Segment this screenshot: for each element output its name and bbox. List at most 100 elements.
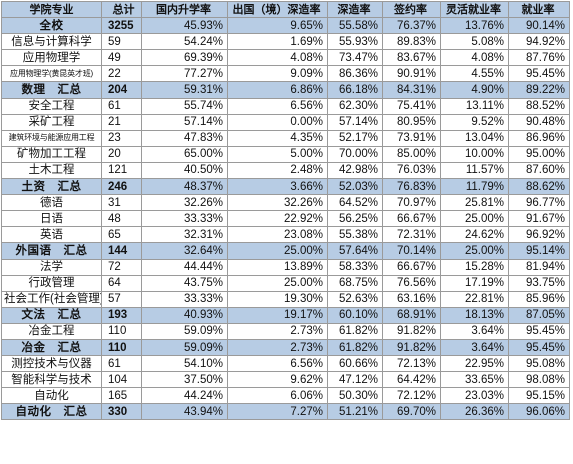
employment-rate-cell: 95.45% bbox=[508, 322, 570, 340]
employment-rate-cell: 95.08% bbox=[508, 355, 570, 373]
abroad-rate-cell: 6.06% bbox=[227, 387, 328, 405]
table-row: 建筑环境与能源应用工程 23 47.83% 4.35% 52.17% 73.91% 13.0… bbox=[1, 129, 570, 147]
employment-rate-cell: 95.45% bbox=[508, 338, 570, 357]
summary-row: 数理 汇总 204 59.31% 6.86% 66.18% 84.31% 4.90% 89.2… bbox=[1, 81, 570, 99]
abroad-rate-cell: 2.73% bbox=[227, 338, 328, 357]
domestic-rate-cell: 37.50% bbox=[141, 371, 228, 389]
major-name-cell: 法学 bbox=[1, 258, 102, 276]
domestic-rate-cell: 40.50% bbox=[141, 161, 228, 180]
further-study-rate-cell: 64.52% bbox=[327, 194, 383, 212]
major-name-cell: 建筑环境与能源应用工程 bbox=[1, 129, 102, 147]
signed-rate-cell: 91.82% bbox=[382, 338, 441, 357]
flexible-employment-rate-cell: 17.19% bbox=[440, 274, 509, 292]
major-name-cell: 采矿工程 bbox=[1, 113, 102, 131]
further-study-rate-cell: 60.10% bbox=[327, 306, 383, 324]
further-study-rate-cell: 52.17% bbox=[327, 129, 383, 147]
total-count-cell: 61 bbox=[101, 97, 142, 115]
summary-row: 冶金 汇总 110 59.09% 2.73% 61.82% 91.82% 3.64% 95.4… bbox=[1, 338, 570, 357]
employment-rate-cell: 96.92% bbox=[508, 226, 570, 244]
signed-rate-cell: 66.67% bbox=[382, 210, 441, 228]
further-study-rate-cell: 51.21% bbox=[327, 403, 383, 421]
further-study-rate-cell: 55.58% bbox=[327, 17, 383, 35]
major-name-cell: 信息与计算科学 bbox=[1, 33, 102, 51]
employment-rate-cell: 95.14% bbox=[508, 242, 570, 260]
signed-rate-cell: 90.91% bbox=[382, 65, 441, 83]
employment-rate-cell: 86.96% bbox=[508, 129, 570, 147]
domestic-rate-cell: 32.26% bbox=[141, 194, 228, 212]
abroad-rate-cell: 9.09% bbox=[227, 65, 328, 83]
header-flexible-employment-rate: 灵活就业率 bbox=[440, 0, 509, 19]
major-name-cell: 外国语 汇总 bbox=[1, 242, 102, 260]
flexible-employment-rate-cell: 9.52% bbox=[440, 113, 509, 131]
table-row: 日语 48 33.33% 22.92% 56.25% 66.67% 25.00% 91.67% bbox=[1, 210, 570, 228]
total-count-cell: 121 bbox=[101, 161, 142, 180]
further-study-rate-cell: 68.75% bbox=[327, 274, 383, 292]
domestic-rate-cell: 69.39% bbox=[141, 49, 228, 67]
domestic-rate-cell: 32.64% bbox=[141, 242, 228, 260]
further-study-rate-cell: 56.25% bbox=[327, 210, 383, 228]
table-row: 英语 65 32.31% 23.08% 55.38% 72.31% 24.62% 96.92% bbox=[1, 226, 570, 244]
employment-statistics-table: 学院专业 总计 国内升学率 出国（境）深造率 深造率 签约率 灵活就业率 就业率… bbox=[1, 0, 570, 421]
signed-rate-cell: 83.67% bbox=[382, 49, 441, 67]
signed-rate-cell: 89.83% bbox=[382, 33, 441, 51]
flexible-employment-rate-cell: 25.00% bbox=[440, 242, 509, 260]
total-count-cell: 21 bbox=[101, 113, 142, 131]
domestic-rate-cell: 48.37% bbox=[141, 178, 228, 196]
employment-rate-cell: 95.15% bbox=[508, 387, 570, 405]
employment-rate-cell: 91.67% bbox=[508, 210, 570, 228]
major-name-cell: 自动化 汇总 bbox=[1, 403, 102, 421]
flexible-employment-rate-cell: 3.64% bbox=[440, 338, 509, 357]
domestic-rate-cell: 40.93% bbox=[141, 306, 228, 324]
abroad-rate-cell: 5.00% bbox=[227, 145, 328, 163]
employment-rate-cell: 96.06% bbox=[508, 403, 570, 421]
major-name-cell: 数理 汇总 bbox=[1, 81, 102, 99]
employment-rate-cell: 81.94% bbox=[508, 258, 570, 276]
total-count-cell: 22 bbox=[101, 65, 142, 83]
table-row: 应用物理学(黄昆英才班) 22 77.27% 9.09% 86.36% 90.91% 4.5… bbox=[1, 65, 570, 83]
summary-row: 全校 3255 45.93% 9.65% 55.58% 76.37% 13.76% 90.14… bbox=[1, 17, 570, 35]
abroad-rate-cell: 2.48% bbox=[227, 161, 328, 180]
flexible-employment-rate-cell: 4.55% bbox=[440, 65, 509, 83]
domestic-rate-cell: 59.31% bbox=[141, 81, 228, 99]
summary-row: 文法 汇总 193 40.93% 19.17% 60.10% 68.91% 18.13% 87… bbox=[1, 306, 570, 324]
signed-rate-cell: 69.70% bbox=[382, 403, 441, 421]
table-row: 社会工作(社会管理) 57 33.33% 19.30% 52.63% 63.16% 22.8… bbox=[1, 290, 570, 308]
flexible-employment-rate-cell: 13.76% bbox=[440, 17, 509, 35]
signed-rate-cell: 76.56% bbox=[382, 274, 441, 292]
abroad-rate-cell: 32.26% bbox=[227, 194, 328, 212]
total-count-cell: 165 bbox=[101, 387, 142, 405]
abroad-rate-cell: 6.56% bbox=[227, 355, 328, 373]
employment-rate-cell: 93.75% bbox=[508, 274, 570, 292]
header-signed-rate: 签约率 bbox=[382, 0, 441, 19]
table-row: 智能科学与技术 104 37.50% 9.62% 47.12% 64.42% 33.65% 9… bbox=[1, 371, 570, 389]
abroad-rate-cell: 13.89% bbox=[227, 258, 328, 276]
domestic-rate-cell: 33.33% bbox=[141, 290, 228, 308]
major-name-cell: 英语 bbox=[1, 226, 102, 244]
signed-rate-cell: 70.14% bbox=[382, 242, 441, 260]
abroad-rate-cell: 6.56% bbox=[227, 97, 328, 115]
domestic-rate-cell: 33.33% bbox=[141, 210, 228, 228]
total-count-cell: 330 bbox=[101, 403, 142, 421]
further-study-rate-cell: 62.30% bbox=[327, 97, 383, 115]
domestic-rate-cell: 65.00% bbox=[141, 145, 228, 163]
total-count-cell: 72 bbox=[101, 258, 142, 276]
abroad-rate-cell: 1.69% bbox=[227, 33, 328, 51]
employment-rate-cell: 96.77% bbox=[508, 194, 570, 212]
signed-rate-cell: 85.00% bbox=[382, 145, 441, 163]
domestic-rate-cell: 59.09% bbox=[141, 322, 228, 340]
flexible-employment-rate-cell: 33.65% bbox=[440, 371, 509, 389]
major-name-cell: 冶金工程 bbox=[1, 322, 102, 340]
abroad-rate-cell: 19.30% bbox=[227, 290, 328, 308]
flexible-employment-rate-cell: 10.00% bbox=[440, 145, 509, 163]
signed-rate-cell: 72.31% bbox=[382, 226, 441, 244]
major-name-cell: 应用物理学(黄昆英才班) bbox=[1, 65, 102, 83]
signed-rate-cell: 84.31% bbox=[382, 81, 441, 99]
abroad-rate-cell: 9.62% bbox=[227, 371, 328, 389]
flexible-employment-rate-cell: 24.62% bbox=[440, 226, 509, 244]
abroad-rate-cell: 3.66% bbox=[227, 178, 328, 196]
domestic-rate-cell: 59.09% bbox=[141, 338, 228, 357]
total-count-cell: 59 bbox=[101, 33, 142, 51]
further-study-rate-cell: 50.30% bbox=[327, 387, 383, 405]
major-name-cell: 行政管理 bbox=[1, 274, 102, 292]
table-row: 土木工程 121 40.50% 2.48% 42.98% 76.03% 11.57% 87.6… bbox=[1, 161, 570, 180]
